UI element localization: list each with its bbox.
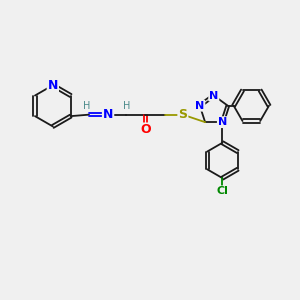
Text: H: H	[123, 101, 130, 111]
Text: Cl: Cl	[217, 186, 228, 197]
Text: N: N	[209, 91, 218, 100]
Text: N: N	[103, 108, 113, 121]
Text: O: O	[140, 124, 151, 136]
Text: N: N	[218, 117, 227, 127]
Text: N: N	[195, 101, 204, 111]
Text: N: N	[48, 79, 58, 92]
Text: S: S	[178, 108, 188, 121]
Text: H: H	[83, 101, 90, 111]
